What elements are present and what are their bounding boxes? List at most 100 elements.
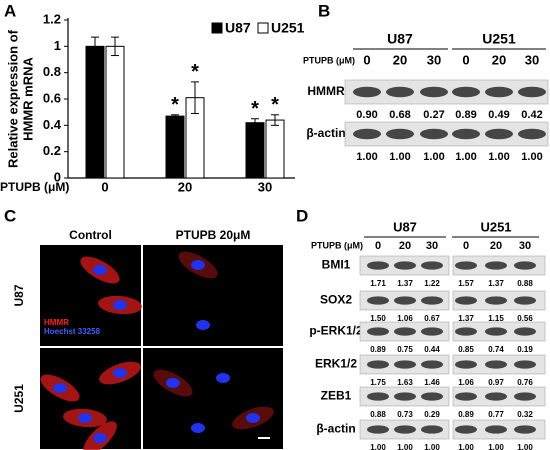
blot-band xyxy=(367,392,389,401)
legend-label: U87 xyxy=(225,20,251,36)
group-label: U87 xyxy=(387,31,413,47)
blot-band xyxy=(394,296,416,305)
blot-band xyxy=(485,128,513,140)
blot-band xyxy=(367,296,389,305)
nucleus xyxy=(113,368,127,378)
quantification: 1.37 xyxy=(458,314,474,323)
error-bar xyxy=(171,114,179,118)
blot-band xyxy=(421,360,443,369)
quantification: 0.97 xyxy=(488,378,504,387)
dose-label: 20 xyxy=(490,240,502,252)
significance-marker: * xyxy=(251,98,259,120)
blot-band xyxy=(485,261,507,270)
quantification: 1.00 xyxy=(458,443,474,450)
quantification: 0.19 xyxy=(517,345,533,354)
blot-band xyxy=(452,86,480,98)
quantification: 1.06 xyxy=(458,378,474,387)
nucleus xyxy=(53,383,67,393)
row-label: p-ERK1/2 xyxy=(309,324,363,338)
stain-label: HMMR xyxy=(44,318,69,327)
blot-band xyxy=(514,392,536,401)
quantification: 0.44 xyxy=(424,345,440,354)
quantification: 0.89 xyxy=(370,345,386,354)
y-tick-label: 0.4 xyxy=(43,117,62,132)
nucleus xyxy=(166,378,180,388)
error-bar xyxy=(271,114,279,126)
quantification: 1.37 xyxy=(488,279,504,288)
blot-band xyxy=(367,327,389,336)
dose-label: 0 xyxy=(363,52,370,67)
error-bar xyxy=(191,81,199,114)
quantification: 0.88 xyxy=(517,279,533,288)
quantification: 0.49 xyxy=(488,109,509,121)
row-label: BMI1 xyxy=(322,258,351,272)
quantification: 0.74 xyxy=(488,345,504,354)
panel-label: B xyxy=(318,1,330,20)
quantification: 1.00 xyxy=(397,443,413,450)
panel-label: A xyxy=(4,1,16,20)
y-tick-label: 0.2 xyxy=(43,143,61,158)
blot-band xyxy=(420,128,448,140)
dose-label: 0 xyxy=(463,240,469,252)
x-tick-label: 20 xyxy=(178,179,192,194)
nucleus xyxy=(113,300,127,310)
blot-band xyxy=(514,360,536,369)
blot-band xyxy=(518,86,546,98)
quantification: 1.22 xyxy=(424,279,440,288)
micrograph xyxy=(143,348,283,449)
blot-band xyxy=(485,425,507,434)
x-tick-label: 30 xyxy=(258,179,272,194)
quantification: 1.71 xyxy=(370,279,386,288)
y-axis-label: Relative expression of xyxy=(5,29,20,168)
quantification: 1.00 xyxy=(423,151,444,163)
blot-band xyxy=(452,128,480,140)
blot-band xyxy=(514,425,536,434)
quantification: 0.90 xyxy=(356,109,377,121)
blot-band xyxy=(455,261,477,270)
blot-band xyxy=(514,296,536,305)
treatment-label: PTUPB (μM) xyxy=(311,240,363,250)
blot-band xyxy=(394,327,416,336)
blot-band xyxy=(421,261,443,270)
quantification: 0.89 xyxy=(455,109,476,121)
blot-band xyxy=(386,128,414,140)
quantification: 0.73 xyxy=(397,410,413,419)
significance-marker: * xyxy=(171,94,179,116)
legend-swatch xyxy=(211,22,223,34)
blot-band xyxy=(455,360,477,369)
dose-label: 30 xyxy=(426,240,438,252)
y-tick-label: 0.6 xyxy=(43,90,61,105)
column-label: Control xyxy=(69,228,112,242)
quantification: 1.46 xyxy=(424,378,440,387)
quantification: 1.00 xyxy=(521,151,542,163)
blot-band xyxy=(394,392,416,401)
blot-band xyxy=(518,128,546,140)
x-tick-label: 0 xyxy=(101,179,108,194)
dose-label: 20 xyxy=(393,52,407,67)
error-bar xyxy=(251,118,259,128)
quantification: 1.75 xyxy=(370,378,386,387)
quantification: 0.88 xyxy=(370,410,386,419)
row-label: ZEB1 xyxy=(321,389,352,403)
legend-label: U251 xyxy=(271,20,305,36)
blot-band xyxy=(386,86,414,98)
row-label: SOX2 xyxy=(320,293,352,307)
blot-band xyxy=(485,86,513,98)
quantification: 1.57 xyxy=(458,279,474,288)
dose-label: 0 xyxy=(462,52,469,67)
quantification: 0.67 xyxy=(424,314,440,323)
blot-band xyxy=(485,296,507,305)
blot-band xyxy=(485,392,507,401)
quantification: 0.85 xyxy=(458,345,474,354)
quantification: 0.75 xyxy=(397,345,413,354)
nucleus xyxy=(191,423,205,433)
legend-swatch xyxy=(257,22,269,34)
blot-band xyxy=(367,425,389,434)
blot-band xyxy=(394,261,416,270)
error-bar xyxy=(111,36,119,57)
bar xyxy=(165,115,185,179)
dose-label: 20 xyxy=(492,52,506,67)
nucleus xyxy=(93,265,107,275)
y-axis-label: HMMR mRNA xyxy=(20,57,35,141)
